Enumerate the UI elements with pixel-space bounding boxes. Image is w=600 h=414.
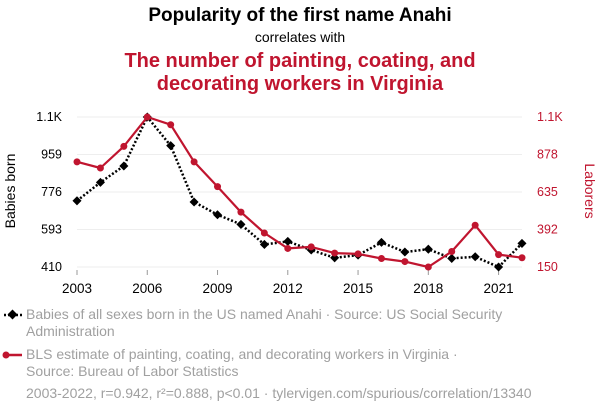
series-2-point (237, 208, 245, 216)
legend-swatch-series-1 (4, 309, 22, 320)
series-2-point (143, 113, 151, 121)
series-2-point (424, 263, 432, 271)
y-right-tick-label: 392 (537, 223, 558, 237)
legend-series-1-line-2: Administration (26, 323, 115, 339)
series-2 (73, 113, 526, 271)
series-2-point (73, 158, 81, 166)
series-layer (72, 112, 527, 272)
series-2-point (401, 258, 409, 266)
series-2-point (307, 243, 315, 251)
chart-subtitle: correlates with (255, 29, 345, 45)
series-2-point (377, 254, 385, 262)
series-2-point (190, 158, 198, 166)
series-2-point (495, 251, 503, 259)
series-1-point (212, 210, 223, 220)
series-2-point (448, 248, 456, 256)
series-1-point (189, 197, 199, 207)
legend-series-1-line-1: Babies of all sexes born in the US named… (26, 306, 502, 322)
series-2-point (120, 142, 128, 150)
series-1-point (423, 244, 433, 254)
series-1-point (236, 219, 246, 229)
legend: Babies of all sexes born in the US named… (2, 306, 502, 379)
y-left-tick-label: 776 (41, 185, 62, 199)
series-2-point (284, 244, 292, 252)
y-left-tick-label: 959 (41, 148, 62, 162)
series-1-point (470, 252, 480, 262)
legend-series-2-line-2: Source: Bureau of Labor Statistics (26, 363, 238, 379)
y-right-tick-label: 1.1K (537, 110, 563, 124)
x-tick-label: 2012 (273, 281, 303, 296)
x-tick-label: 2021 (484, 281, 514, 296)
series-2-point (471, 221, 479, 229)
series-1-point (494, 262, 504, 272)
y-right-tick-label: 878 (537, 148, 558, 162)
series-2-point (331, 249, 339, 257)
y-axis-left-label: Babies born (2, 154, 18, 229)
y-left-tick-label: 410 (41, 260, 62, 274)
series-1-point (376, 237, 386, 247)
series-2-point (260, 229, 268, 237)
x-tick-label: 2015 (343, 281, 373, 296)
x-tick-label: 2009 (203, 281, 233, 296)
chart-title: Popularity of the first name Anahi (148, 5, 451, 26)
y-right-tick-label: 635 (537, 185, 558, 199)
series-2-line (76, 115, 523, 269)
y-left-tick-label: 593 (41, 223, 62, 237)
legend-swatch-series-2 (2, 351, 22, 359)
legend-series-2-line-1: BLS estimate of painting, coating, and d… (26, 346, 458, 362)
series-2-point (354, 250, 362, 258)
y-left-tick-label: 1.1K (36, 110, 62, 124)
series-1-point (259, 239, 269, 249)
y-axis-right-label: Laborers (582, 163, 598, 218)
series-2-point (96, 164, 104, 172)
footer-stats: 2003-2022, r=0.942, r²=0.888, p<0.01 · t… (26, 385, 532, 401)
y-axis-left-ticks: 410 593 776 959 1.1K (36, 110, 62, 274)
x-axis-ticks: 2003 2006 2009 2012 2015 2018 2021 (62, 270, 514, 296)
series-1-line (76, 115, 523, 269)
x-tick-label: 2003 (62, 281, 92, 296)
series-2-point (518, 254, 526, 262)
x-tick-label: 2006 (132, 281, 162, 296)
series-1-point (400, 247, 410, 257)
x-tick-label: 2018 (413, 281, 443, 296)
y-right-tick-label: 150 (537, 260, 558, 274)
series-2-point (167, 121, 175, 129)
series-1-point (447, 253, 457, 263)
chart-title-2-line-2: decorating workers in Virginia (157, 73, 444, 95)
series-2-point (214, 183, 222, 191)
chart-title-2-line-1: The number of painting, coating, and (124, 50, 475, 72)
series-1-point (283, 236, 293, 246)
y-axis-right-ticks: 150 392 635 878 1.1K (537, 110, 563, 274)
